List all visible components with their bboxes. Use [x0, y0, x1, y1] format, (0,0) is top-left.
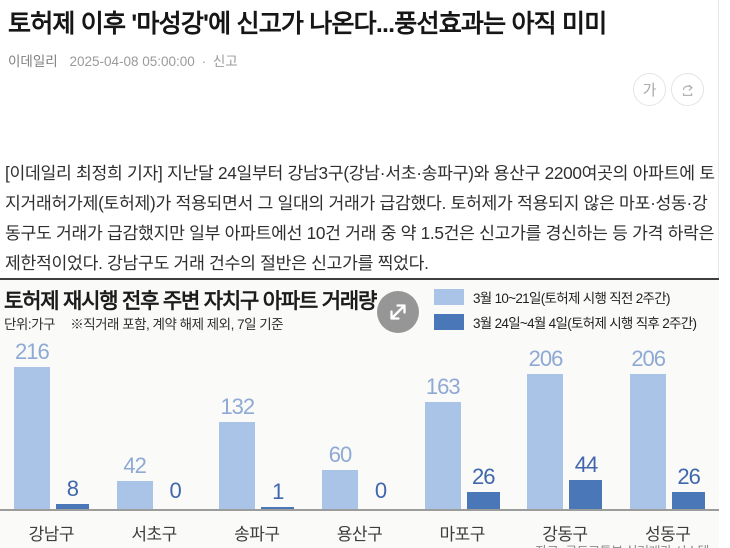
bar-group: 60 0 [308, 332, 411, 509]
bar-value-label: 132 [220, 394, 255, 419]
legend-item: 3월 10~21일(토허제 시행 직전 2주간) [434, 287, 696, 307]
bar-slot: 0 [159, 478, 192, 509]
bar [672, 492, 706, 509]
bar-value-label: 26 [677, 464, 701, 489]
article-body: [이데일리 최정희 기자] 지난달 24일부터 강남3구(강남·서초·송파구)와… [5, 163, 715, 273]
bar-value-label: 206 [528, 346, 564, 371]
bar-value-label: 163 [425, 374, 461, 399]
bar-value-label: 60 [328, 442, 353, 467]
bar-slot: 163 [424, 374, 461, 509]
bar-slot: 1 [261, 479, 295, 509]
legend-swatch [434, 314, 464, 330]
bar [424, 402, 461, 509]
bar-slot: 42 [116, 453, 153, 509]
bar-slot: 206 [527, 346, 564, 509]
bar-slot: 60 [322, 442, 359, 509]
bar-group: 206 44 [514, 332, 617, 509]
chart-plot: 216 8 42 0 132 1 60 0 163 26 206 44 206 26 [0, 332, 719, 511]
bar-value-label: 0 [374, 478, 387, 503]
category-label: 강동구 [542, 525, 588, 544]
bar [466, 492, 500, 509]
share-icon [679, 81, 697, 99]
legend-label: 3월 24일~4월 4일(토허제 시행 직후 2주간) [473, 316, 697, 331]
bar-value-label: 26 [471, 464, 496, 489]
bar-group: 163 26 [411, 332, 514, 509]
bar [569, 480, 603, 509]
bar [322, 470, 359, 509]
bar-value-label: 0 [169, 478, 181, 503]
category-label: 서초구 [131, 525, 177, 544]
bar-slot: 132 [219, 394, 256, 509]
publish-datetime: 2025-04-08 05:00:00 [69, 54, 195, 70]
chart-legend: 3월 10~21일(토허제 시행 직전 2주간) 3월 24일~4월 4일(토허제… [434, 287, 697, 332]
bar-value-label: 216 [15, 339, 50, 364]
legend-label: 3월 10~21일(토허제 시행 직전 2주간) [473, 291, 670, 306]
press-name: 이데일리 [8, 54, 58, 70]
bar-slot: 8 [55, 476, 89, 509]
bar-group: 132 1 [205, 332, 308, 509]
chart-subtitle: 단위:가구 ※직거래 포함, 계약 해제 제외, 7일 기준 [4, 313, 284, 333]
chart-note: ※직거래 포함, 계약 해제 제외, 7일 기준 [70, 317, 284, 332]
category-label: 마포구 [439, 525, 486, 544]
chart-categories: 강남구 서초구 송파구 용산구 마포구 강동구 성동구 [0, 513, 719, 545]
category-label: 신고 [212, 54, 238, 70]
bar-value-label: 42 [123, 453, 147, 478]
bar [261, 507, 295, 509]
chart-source: 자료=국토교통부 실거래가 시스템 [535, 541, 709, 548]
bar-value-label: 44 [574, 452, 599, 477]
resize-cursor-icon [376, 290, 420, 334]
bar [630, 374, 667, 509]
share-button[interactable] [671, 73, 704, 106]
bar [13, 367, 50, 509]
bar [116, 481, 153, 509]
bar-slot: 26 [672, 464, 706, 509]
bar-value-label: 206 [631, 346, 666, 371]
bar-slot: 216 [13, 339, 50, 509]
font-size-button-label: 가 [642, 82, 657, 99]
bar-group: 216 8 [0, 332, 103, 509]
bar-slot: 26 [466, 464, 500, 509]
article-headline: 토허제 이후 '마성강'에 신고가 나온다...풍선효과는 아직 미미 [8, 10, 607, 38]
byline: 이데일리 2025-04-08 05:00:00 · 신고 [8, 50, 718, 70]
category-label: 송파구 [234, 525, 280, 544]
bar-group: 42 0 [103, 332, 206, 509]
bar-value-label: 1 [272, 479, 284, 504]
chart-unit-label: 단위:가구 [4, 317, 55, 332]
bar-slot: 0 [364, 478, 397, 509]
bar-value-label: 8 [66, 476, 79, 501]
bar-group: 206 26 [616, 332, 719, 509]
bar [219, 422, 256, 509]
bar [55, 504, 89, 509]
bar [527, 374, 564, 509]
article-actions: 가 [633, 73, 704, 106]
chart-title: 토허제 재시행 전후 주변 자치구 아파트 거래량 [4, 290, 377, 313]
byline-separator: · [201, 54, 207, 70]
category-label: 강남구 [28, 525, 75, 544]
category-label: 용산구 [336, 525, 383, 544]
font-size-button[interactable]: 가 [633, 73, 666, 106]
bar-slot: 206 [630, 346, 667, 509]
chart-figure: 토허제 재시행 전후 주변 자치구 아파트 거래량 단위:가구 ※직거래 포함,… [0, 278, 719, 548]
legend-item: 3월 24일~4월 4일(토허제 시행 직후 2주간) [434, 312, 697, 332]
bar-slot: 44 [569, 452, 603, 509]
legend-swatch [434, 289, 464, 305]
category-label: 성동구 [644, 525, 691, 544]
